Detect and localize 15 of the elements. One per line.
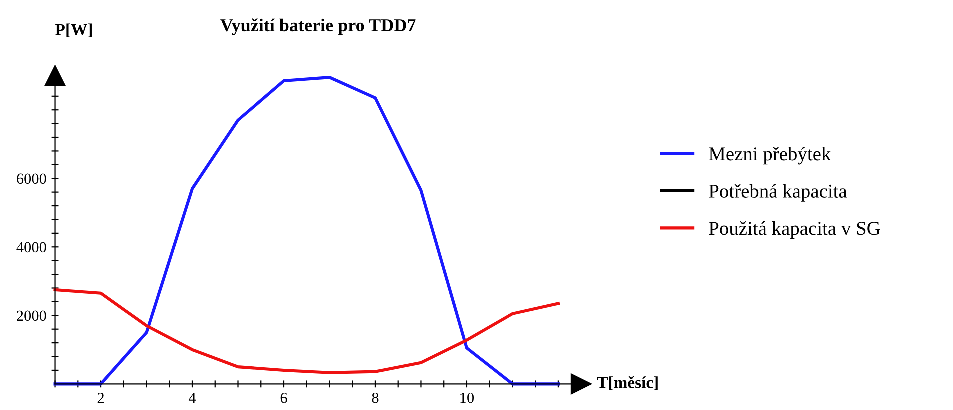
- x-tick-label: 8: [372, 392, 379, 404]
- y-axis-title: P[W]: [56, 24, 92, 38]
- y-tick-label: 6000: [17, 174, 46, 184]
- legend-label: Použitá kapacita v SG: [709, 221, 880, 240]
- chart-title: Využití baterie pro TDD7: [220, 18, 416, 36]
- legend-label: Potřebná kapacita: [709, 184, 848, 202]
- x-tick-label: 6: [280, 392, 288, 404]
- x-tick-label: 10: [460, 392, 474, 404]
- legend-label: Mezni přebýtek: [709, 146, 832, 165]
- x-tick-label: 2: [98, 392, 104, 404]
- x-axis-title: T[měsíc]: [597, 376, 658, 390]
- line-series: [54, 288, 560, 374]
- y-tick-label: 4000: [16, 242, 46, 253]
- x-tick-label: 4: [188, 393, 196, 404]
- y-tick-label: 2000: [17, 310, 46, 322]
